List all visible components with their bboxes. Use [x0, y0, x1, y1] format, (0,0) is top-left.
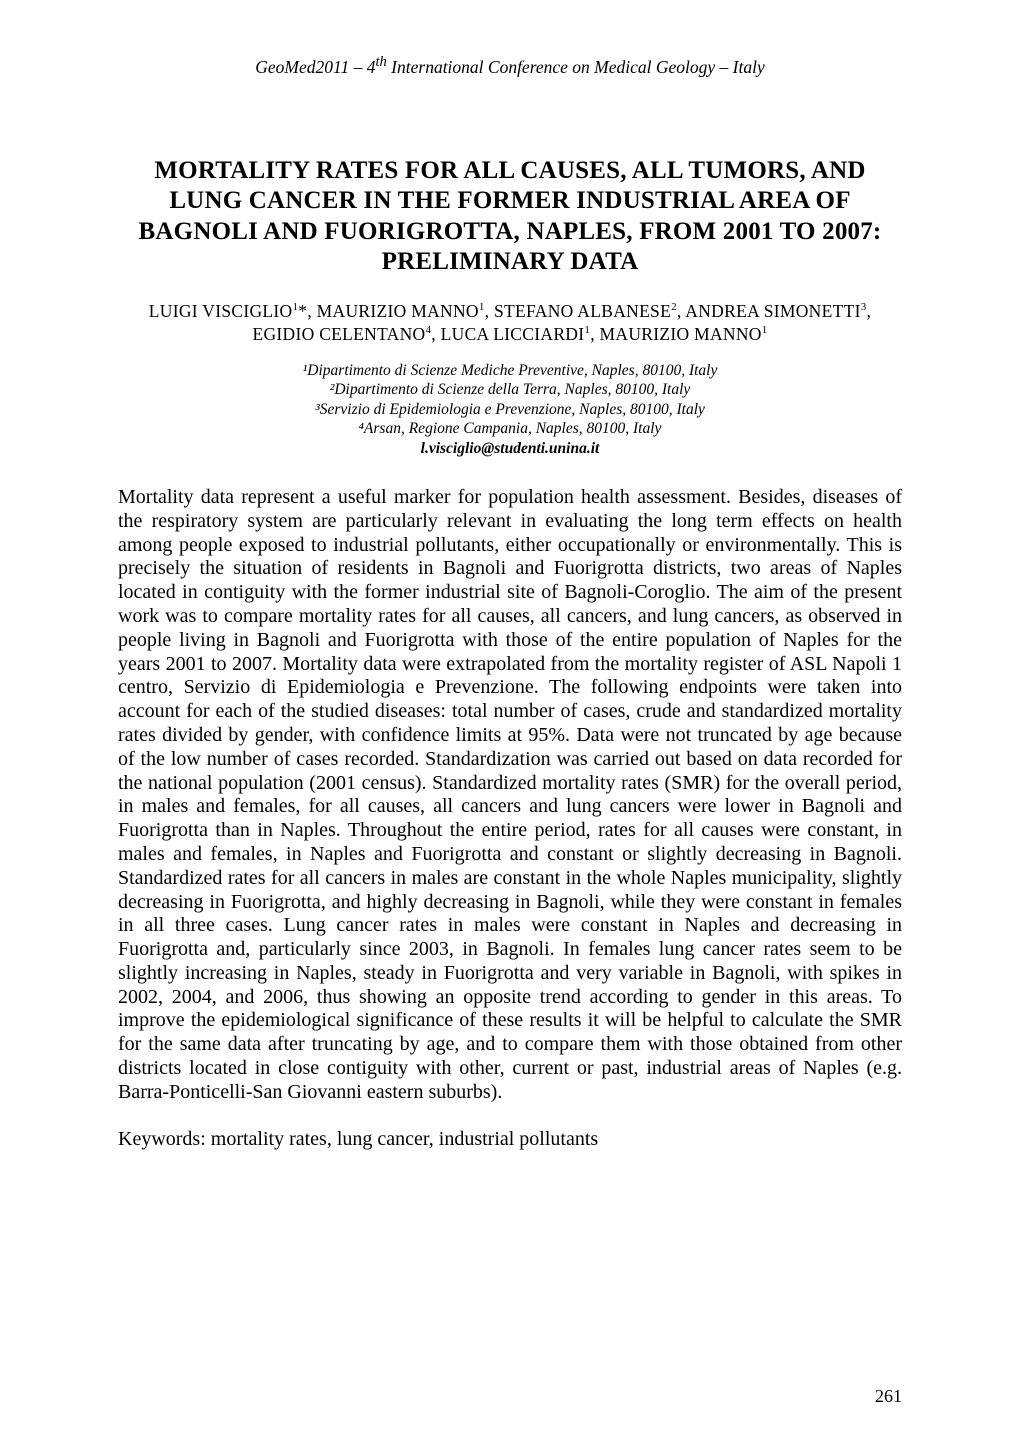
abstract-body: Mortality data represent a useful marker…: [118, 486, 902, 1105]
affiliation-1: ¹Dipartimento di Scienze Mediche Prevent…: [118, 361, 902, 380]
page-number: 261: [875, 1386, 902, 1407]
running-header: GeoMed2011 – 4th International Conferenc…: [118, 54, 902, 78]
corresponding-email: l.visciglio@studenti.unina.it: [118, 439, 902, 458]
affiliation-3: ³Servizio di Epidemiologia e Prevenzione…: [118, 400, 902, 419]
running-header-text: GeoMed2011 – 4th International Conferenc…: [255, 57, 764, 77]
authors-line-1: LUIGI VISCIGLIO1*, MAURIZIO MANNO1, STEF…: [149, 301, 871, 321]
authors-block: LUIGI VISCIGLIO1*, MAURIZIO MANNO1, STEF…: [138, 300, 882, 347]
affiliations-block: ¹Dipartimento di Scienze Mediche Prevent…: [118, 361, 902, 458]
affiliation-2: ²Dipartimento di Scienze della Terra, Na…: [118, 380, 902, 399]
authors-line-2: EGIDIO CELENTANO4, LUCA LICCIARDI1, MAUR…: [252, 324, 767, 344]
affiliation-4: ⁴Arsan, Regione Campania, Naples, 80100,…: [118, 419, 902, 438]
page-container: GeoMed2011 – 4th International Conferenc…: [0, 0, 1020, 1439]
keywords-line: Keywords: mortality rates, lung cancer, …: [118, 1127, 902, 1151]
paper-title: MORTALITY RATES FOR ALL CAUSES, ALL TUMO…: [128, 156, 892, 278]
